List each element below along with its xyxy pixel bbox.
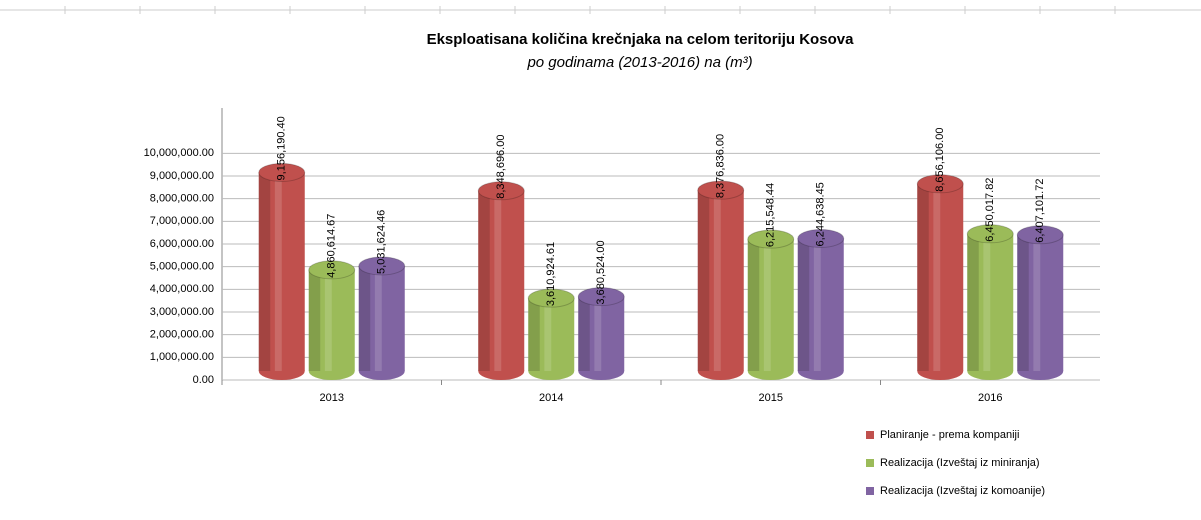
legend-swatch xyxy=(866,459,874,467)
y-tick-label: 3,000,000.00 xyxy=(150,306,214,318)
bar-shade xyxy=(308,269,321,371)
bar-shade xyxy=(917,183,929,371)
bar xyxy=(917,183,964,371)
bar xyxy=(528,298,575,371)
bar-shade xyxy=(797,238,810,371)
bar-top xyxy=(358,256,406,276)
bar-top xyxy=(258,162,306,182)
data-label: 8,376,836.00 xyxy=(715,134,727,198)
bar-shine xyxy=(1033,234,1041,371)
x-tick-label: 2016 xyxy=(978,392,1002,404)
data-label: 6,407,101.72 xyxy=(1034,179,1046,243)
bar xyxy=(258,172,305,371)
bar xyxy=(797,238,844,371)
bar-shine xyxy=(324,269,332,371)
y-tick-label: 2,000,000.00 xyxy=(150,329,214,341)
bar xyxy=(1017,234,1064,371)
bar xyxy=(697,190,744,371)
y-tick-label: 0.00 xyxy=(193,374,214,386)
ruler xyxy=(0,6,1201,14)
bar-shine xyxy=(544,298,552,371)
bar-shade xyxy=(528,298,540,371)
data-label: 6,450,017.82 xyxy=(984,178,996,242)
y-tick-label: 7,000,000.00 xyxy=(150,215,214,227)
bar-shade xyxy=(967,233,979,371)
y-tick-label: 1,000,000.00 xyxy=(150,351,214,363)
data-label: 4,860,614.67 xyxy=(326,214,338,278)
bar-top xyxy=(747,229,795,249)
bar xyxy=(578,296,625,371)
legend-label: Realizacija (Izveštaj iz komoanije) xyxy=(880,485,1045,497)
bar-shine xyxy=(763,239,771,371)
y-tick-label: 4,000,000.00 xyxy=(150,283,214,295)
y-tick-label: 10,000,000.00 xyxy=(144,147,214,159)
data-label: 6,215,548.44 xyxy=(765,183,777,247)
bar-shine xyxy=(274,172,282,371)
bar xyxy=(747,239,794,371)
bar-shade xyxy=(258,172,271,371)
x-tick-label: 2014 xyxy=(539,392,563,404)
legend-swatch xyxy=(866,487,874,495)
data-label: 8,656,106.00 xyxy=(934,128,946,192)
bar-top xyxy=(697,180,745,200)
bar-shine xyxy=(494,190,502,371)
y-tick-label: 6,000,000.00 xyxy=(150,238,214,250)
bar-shine xyxy=(713,190,721,371)
x-tick-label: 2015 xyxy=(759,392,783,404)
bar-shine xyxy=(594,296,602,371)
y-tick-label: 9,000,000.00 xyxy=(150,170,214,182)
bar-top xyxy=(966,224,1014,244)
legend-label: Planiranje - prema kompaniji xyxy=(880,429,1019,441)
legend-swatch xyxy=(866,431,874,439)
bar xyxy=(358,265,405,371)
chart-subtitle: po godinama (2013-2016) na (m³) xyxy=(526,54,752,71)
bar-top xyxy=(577,287,625,307)
bar-shade xyxy=(578,296,590,371)
bar-top xyxy=(477,181,525,201)
y-tick-label: 8,000,000.00 xyxy=(150,193,214,205)
bar-shine xyxy=(933,183,941,371)
bar-shade xyxy=(358,265,371,371)
bar-shine xyxy=(983,233,991,371)
bar xyxy=(308,269,355,371)
bar-shine xyxy=(374,265,382,371)
bar xyxy=(967,233,1014,371)
bar-top xyxy=(527,288,575,308)
bar-shade xyxy=(747,239,760,371)
bar-top xyxy=(1016,225,1064,245)
bar-shade xyxy=(1017,234,1029,371)
data-label: 3,680,524.00 xyxy=(595,240,607,304)
data-label: 6,244,638.45 xyxy=(815,182,827,246)
y-tick-label: 5,000,000.00 xyxy=(150,261,214,273)
bar-shade xyxy=(478,190,490,371)
data-label: 9,156,190.40 xyxy=(276,116,288,180)
data-label: 8,348,696.00 xyxy=(495,135,507,199)
bar-shine xyxy=(813,238,821,371)
bar-shade xyxy=(697,190,710,371)
data-label: 5,031,624.46 xyxy=(376,210,388,274)
data-label: 3,610,924.61 xyxy=(545,242,557,306)
bar-top xyxy=(916,174,964,194)
bar-top xyxy=(308,260,356,280)
bar-top xyxy=(797,228,845,248)
x-tick-label: 2013 xyxy=(320,392,344,404)
chart-title: Eksploatisana količina krečnjaka na celo… xyxy=(427,31,854,48)
bar xyxy=(478,190,525,371)
legend-label: Realizacija (Izveštaj iz miniranja) xyxy=(880,457,1040,469)
